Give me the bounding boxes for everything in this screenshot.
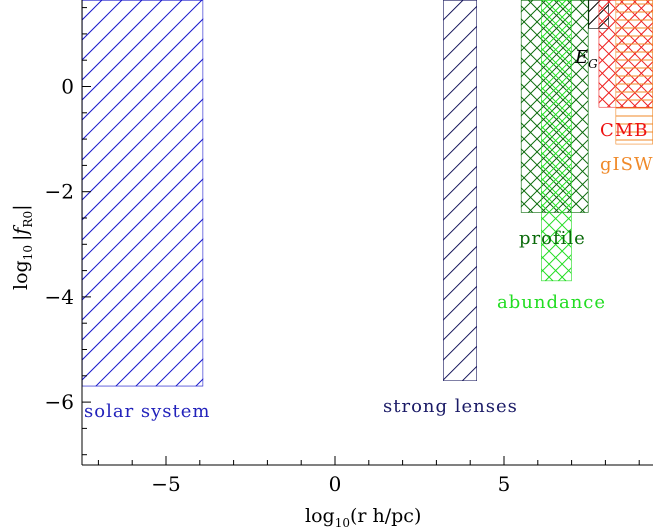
label-gisw: gISW	[600, 154, 653, 175]
region-gisw	[615, 0, 653, 145]
region-border	[443, 0, 477, 382]
y-tick-label: −4	[45, 285, 74, 309]
region-abundance	[541, 0, 572, 282]
x-axis-label-sub: 10	[335, 516, 350, 530]
y-tick-label: −6	[45, 390, 74, 414]
label-eg-main: E	[574, 47, 588, 68]
label-eg: EG	[574, 47, 598, 71]
label-cmb: CMB	[600, 120, 648, 141]
y-axis-label-sub: 10	[21, 245, 35, 260]
constraint-regions	[82, 0, 653, 387]
label-profile: profile	[519, 228, 586, 249]
region-cmb	[598, 0, 653, 108]
x-tick-label: −5	[151, 472, 180, 496]
x-axis-label: log10(r h/pc)	[305, 505, 421, 530]
x-tick-label: 0	[329, 472, 342, 496]
region-border	[82, 0, 204, 387]
y-axis-label: log10|fR0|	[10, 205, 35, 291]
label-solar-system: solar system	[84, 401, 211, 422]
x-tick-label: 5	[498, 472, 511, 496]
y-axis-label-main: log	[10, 260, 32, 290]
axes-frame	[81, 0, 653, 466]
label-abundance: abundance	[497, 292, 606, 313]
y-axis-label-fsub: R0	[21, 211, 35, 228]
y-axis-label-bar: |	[10, 235, 32, 241]
x-axis-label-rest: (r h/pc)	[350, 505, 421, 527]
region-border	[598, 0, 653, 108]
y-tick-label: 0	[61, 75, 74, 99]
region-solar-system	[82, 0, 204, 387]
y-axis-label-bar2: |	[10, 205, 32, 211]
y-axis-label-f: f	[10, 225, 32, 237]
y-tick-label: −2	[45, 180, 74, 204]
label-eg-sub: G	[588, 57, 598, 71]
region-strong-lenses	[443, 0, 477, 382]
ticks: −5 0 5 0 −2 −4 −6	[45, 7, 640, 496]
region-profile	[520, 0, 589, 213]
x-axis-label-main: log	[305, 505, 335, 527]
label-strong-lenses: strong lenses	[383, 396, 518, 417]
